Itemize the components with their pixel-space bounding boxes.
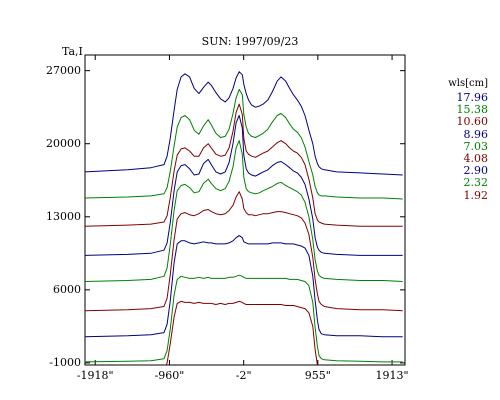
y-tick-label: 20000 [46,136,81,150]
y-tick-label: 27000 [46,63,81,77]
legend-entry: 2.32 [463,176,489,190]
x-tick-label: 955" [304,369,331,382]
legend-entry: 2.90 [463,164,489,178]
series-lines [85,71,403,365]
x-tick-label: -2" [235,369,252,382]
chart-title: SUN: 1997/09/23 [201,35,299,48]
axis-ticks [85,55,405,365]
legend-title: wls[cm] [448,78,488,89]
legend-entry: 7.03 [463,139,489,153]
series-line-2-90 [85,235,403,338]
x-tick-label: -1918" [76,369,114,382]
series-line-8-96 [85,115,403,256]
y-tick-label: 13000 [46,209,81,223]
series-line-1-92 [165,300,318,365]
series-line-17-96 [85,71,403,176]
y-tick-label: -1000 [49,355,81,369]
legend-entry: 8.96 [463,127,489,141]
y-tick-label: 6000 [53,282,81,296]
y-axis-label: Ta,I [62,45,83,58]
series-line-4-08 [85,191,403,312]
legend-entry: 15.38 [456,103,489,117]
x-tick-label: -960" [154,369,185,382]
series-line-2-32 [85,274,403,363]
x-tick-label: 1913" [375,369,409,382]
legend-entry: 17.96 [456,91,489,104]
plot-frame [84,54,406,366]
legend-entry: 1.92 [463,188,489,202]
series-line-15-38 [85,88,403,200]
series-line-10-60 [85,103,403,227]
series-line-7-03 [85,140,403,282]
legend-entry: 10.60 [456,115,489,129]
legend-entry: 4.08 [463,152,489,165]
